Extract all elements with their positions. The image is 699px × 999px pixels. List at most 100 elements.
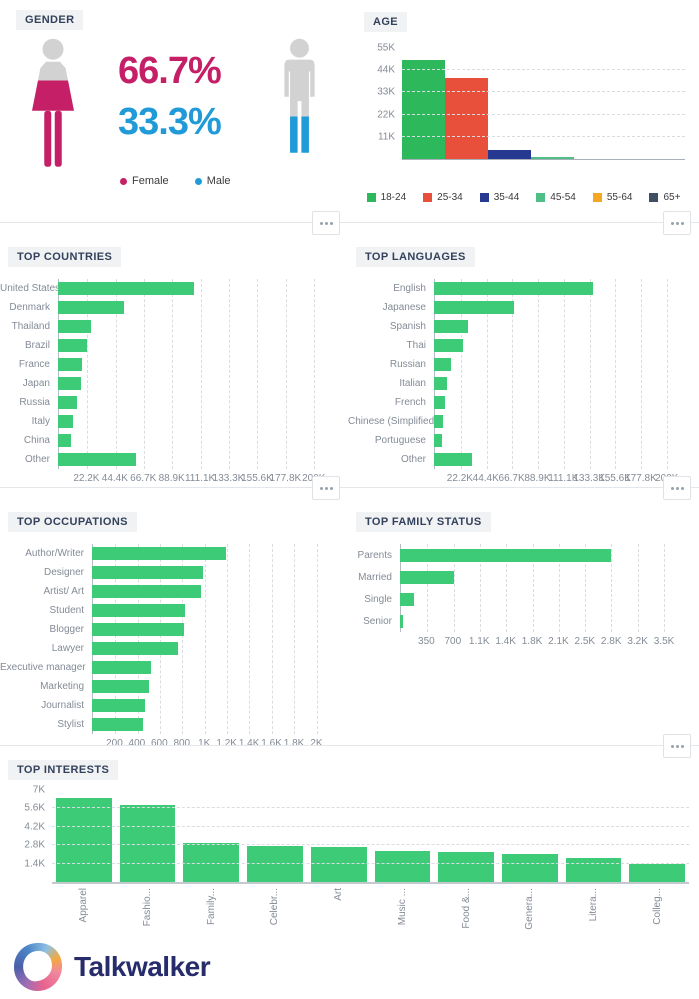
bar-thai[interactable] [434,339,464,352]
bar-marketing[interactable] [92,680,150,693]
bar-brazil[interactable] [58,339,88,352]
bar-row: Journalist [0,696,348,715]
bar-married[interactable] [400,570,455,584]
bar-track [434,339,687,352]
age-plot-area: 11K 22K 33K 44K 55K [377,43,685,160]
x-tick-label: 700 [444,636,462,647]
bar-thailand[interactable] [58,320,92,333]
bar-row: Marketing [0,677,348,696]
bar-fashio-[interactable] [119,805,176,882]
bar-designer[interactable] [92,566,204,579]
bar-english[interactable] [434,282,594,295]
bar-chinese-simplified-[interactable] [434,415,443,428]
bar-row: Japanese [348,298,699,317]
bar-italian[interactable] [434,377,447,390]
bar-executive-manager[interactable] [92,661,152,674]
bar-row: Other [348,450,699,469]
legend-item-65+[interactable]: 65+ [649,192,680,203]
legend-label: 45-54 [550,192,576,203]
bar-track [58,453,336,466]
bar-journalist[interactable] [92,699,145,712]
bar-parents[interactable] [400,548,612,562]
bar-single[interactable] [400,592,414,606]
panel-menu-button[interactable] [663,734,691,758]
bar-45-54[interactable] [531,156,574,159]
bar-track [434,377,687,390]
bar-stylist[interactable] [92,718,143,731]
bar-denmark[interactable] [58,301,125,314]
bar-track [58,301,336,314]
x-label-cell: Fashio... [120,888,176,944]
x-tick-label: 66.7K [498,473,525,484]
bar-lawyer[interactable] [92,642,179,655]
bar-35-44[interactable] [488,150,531,159]
legend-item-25-34[interactable]: 25-34 [423,192,463,203]
bar-row: Portuguese [348,431,699,450]
bar-russia[interactable] [58,396,78,409]
bar-apparel[interactable] [56,797,112,882]
legend-item-55-64[interactable]: 55-64 [592,192,632,203]
bar-japanese[interactable] [434,301,515,314]
bar-portuguese[interactable] [434,434,442,447]
bar-music-[interactable] [374,851,431,882]
bar-russian[interactable] [434,358,452,371]
bar-art[interactable] [310,847,367,882]
ellipsis-icon [324,221,328,225]
gridline [402,135,685,137]
top-languages-panel: TOP LANGUAGES English Japanese Spanish Thai… [348,211,699,487]
legend-item-35-44[interactable]: 35-44 [479,192,519,203]
bar-japan[interactable] [58,377,82,390]
bar-student[interactable] [92,604,186,617]
gridline [227,544,229,734]
top-family-status-chart: Parents Married Single Senior 350 700 1.1K 1.4… [348,544,699,650]
bar-united-states[interactable] [58,282,194,295]
legend-item-18-24[interactable]: 18-24 [366,192,406,203]
category-label: Art [333,888,345,901]
bar-french[interactable] [434,396,445,409]
panel-menu-button[interactable] [663,476,691,500]
gridline [637,544,639,632]
gridline [460,279,462,469]
bar-other[interactable] [58,453,136,466]
bar-25-34[interactable] [445,78,488,159]
grid-overlay [58,279,336,469]
x-label-cell: Art [311,888,367,944]
legend-item-45-54[interactable]: 45-54 [536,192,576,203]
bar-family-[interactable] [183,842,240,882]
bar-author-writer[interactable] [92,547,226,560]
panel-menu-button[interactable] [312,476,340,500]
bar-track [400,570,687,584]
x-tick-label: 1.2K [216,738,237,749]
bar-celebr-[interactable] [247,845,303,882]
bar-china[interactable] [58,434,71,447]
bar-track [400,548,687,562]
plot-area: Author/Writer Designer Artist/ Art Student B… [0,544,348,734]
bar-other[interactable] [434,453,473,466]
bar-row: French [348,393,699,412]
bar-row: Denmark [0,298,348,317]
legend-item-female[interactable]: Female [120,175,169,187]
bar-litera-[interactable] [565,858,622,882]
legend-item-male[interactable]: Male [194,175,231,187]
gridline [115,279,117,469]
bar-senior[interactable] [400,614,404,628]
gridline [589,279,591,469]
panel-menu-button[interactable] [663,211,691,235]
category-label: Russia [19,397,50,408]
bar-track [400,592,687,606]
bar-colleg-[interactable] [629,864,686,882]
bar-artist-art[interactable] [92,585,201,598]
bar-italy[interactable] [58,415,74,428]
bar-row: Stylist [0,715,348,734]
bar-france[interactable] [58,358,83,371]
bar-track [92,566,336,579]
gridline [143,279,145,469]
category-label: Marketing [40,681,84,692]
panel-menu-button[interactable] [312,211,340,235]
bar-spanish[interactable] [434,320,468,333]
bar-food-[interactable] [438,851,494,882]
bar-blogger[interactable] [92,623,185,636]
bar-genera-[interactable] [501,854,558,882]
bar-18-24[interactable] [402,60,445,159]
x-tick-label: 1.1K [468,636,490,647]
